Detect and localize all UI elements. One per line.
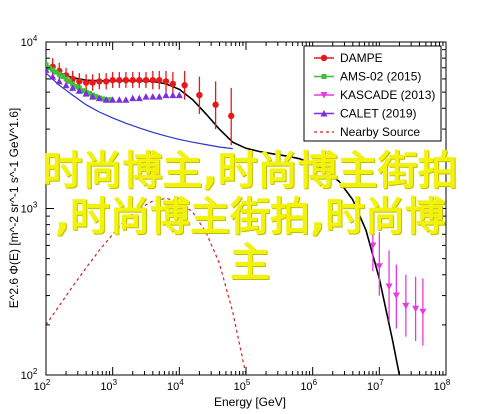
calet-2019-point [142, 93, 150, 100]
legend-label-kascade-2013: KASCADE (2013) [340, 88, 435, 102]
x-tick-exponent: 5 [246, 378, 251, 387]
legend-label-nearby-source: Nearby Source [340, 125, 420, 139]
x-tick-label: 106 [300, 378, 317, 393]
calet-2019-point [75, 87, 83, 94]
ams-02-2015-point [73, 84, 79, 90]
calet-2019-point [109, 96, 117, 103]
legend-label-dampe: DAMPE [340, 51, 383, 65]
calet-2019-point [49, 73, 57, 80]
y-axis-label: E^2.6 Φ(E) [m^-2 sr^-1 s^-1 GeV^1.6] [7, 108, 21, 308]
x-tick-exponent: 7 [379, 378, 384, 387]
x-tick-label: 107 [367, 378, 384, 393]
ams-02-2015-point [63, 76, 69, 82]
legend-marker-dampe [320, 54, 328, 62]
dampe-point [82, 79, 90, 86]
dampe-point [129, 76, 136, 84]
ams-02-2015-point [80, 88, 86, 94]
y-tick-exponent: 2 [33, 367, 38, 376]
x-tick-exponent: 4 [179, 378, 184, 387]
ams-02-2015-point [100, 96, 106, 102]
y-tick-exponent: 3 [33, 201, 38, 210]
ams-02-2015-point [93, 94, 99, 100]
x-tick-exponent: 8 [446, 378, 451, 387]
dampe-point [116, 76, 123, 84]
calet-2019-point [89, 93, 97, 100]
ams-02-2015-point [53, 69, 59, 75]
kascade-2013-point [402, 302, 410, 310]
ams-02-2015-point [66, 78, 72, 84]
calet-2019-point [175, 91, 183, 99]
y-tick-exponent: 4 [33, 34, 38, 43]
ams-02-2015-point [70, 81, 76, 87]
dampe-point [212, 101, 219, 108]
y-tick-label: 103 [21, 201, 38, 216]
dampe-point [122, 76, 130, 84]
x-axis-label: Energy [GeV] [214, 395, 286, 409]
calet-2019-point [115, 96, 123, 103]
calet-2019-point [129, 94, 137, 102]
legend-marker-calet-2019 [320, 110, 328, 117]
legend-label-ams-02-2015: AMS-02 (2015) [340, 70, 421, 84]
dampe-point [156, 76, 163, 84]
nearby-source-curve [46, 197, 247, 375]
legend-marker-kascade-2013 [320, 92, 328, 99]
legend: DAMPE AMS-02 (2015) KASCADE (2013) CALET (2… [303, 45, 442, 142]
x-tick-exponent: 3 [113, 378, 118, 387]
dampe-point [181, 82, 188, 89]
x-tick-label: 108 [434, 378, 451, 393]
dampe-point [103, 78, 110, 85]
dampe-point [142, 76, 150, 84]
dampe-point [149, 76, 157, 84]
dampe-point [89, 79, 96, 86]
calet-2019-point [155, 93, 163, 100]
dampe-point [162, 78, 170, 85]
kascade-2013-point [385, 283, 393, 291]
calet-2019-point [169, 91, 177, 99]
kascade-2013-point [392, 292, 400, 300]
kascade-2013-point [369, 242, 377, 249]
dampe-point [109, 76, 116, 84]
calet-2019-point [95, 94, 103, 102]
dampe-point [169, 80, 177, 88]
ams-02-2015-point [87, 91, 93, 97]
legend-box [303, 45, 442, 142]
ams-02-2015-point [107, 97, 113, 103]
x-tick-exponent: 2 [46, 378, 51, 387]
x-tick-label: 105 [234, 378, 251, 393]
calet-2019-point [162, 91, 170, 99]
calet-2019-point [69, 84, 77, 91]
calet-2019-point [102, 96, 110, 103]
legend-label-calet-2019: CALET (2019) [340, 107, 416, 121]
kascade-2013-point [419, 308, 427, 316]
kascade-2013-point [375, 263, 383, 270]
dampe-point [96, 78, 103, 85]
dampe-point [228, 112, 235, 120]
dampe-point [196, 91, 203, 99]
calet-2019-point [135, 94, 143, 102]
ams-02-2015-point [50, 67, 56, 73]
model-5-curve [46, 72, 233, 150]
calet-2019-point [55, 77, 63, 85]
calet-2019-point [122, 96, 130, 103]
x-tick-label: 104 [167, 378, 184, 393]
kascade-2013-point [412, 305, 420, 313]
ams-02-2015-point [56, 71, 62, 77]
data-points [46, 58, 427, 346]
ams-02-2015-point [60, 74, 66, 80]
y-tick-label: 102 [21, 367, 38, 382]
x-tick-exponent: 6 [313, 378, 318, 387]
ams-02-2015-point [46, 62, 49, 68]
calet-2019-point [149, 93, 157, 100]
dampe-point [136, 76, 143, 84]
y-tick-label: 104 [21, 34, 38, 49]
x-tick-label: 102 [34, 378, 51, 393]
calet-2019-point [82, 90, 90, 97]
calet-2019-point [62, 81, 70, 89]
x-tick-label: 103 [100, 378, 117, 393]
dampe-point [76, 78, 83, 85]
legend-marker-ams-02-2015 [321, 74, 327, 79]
